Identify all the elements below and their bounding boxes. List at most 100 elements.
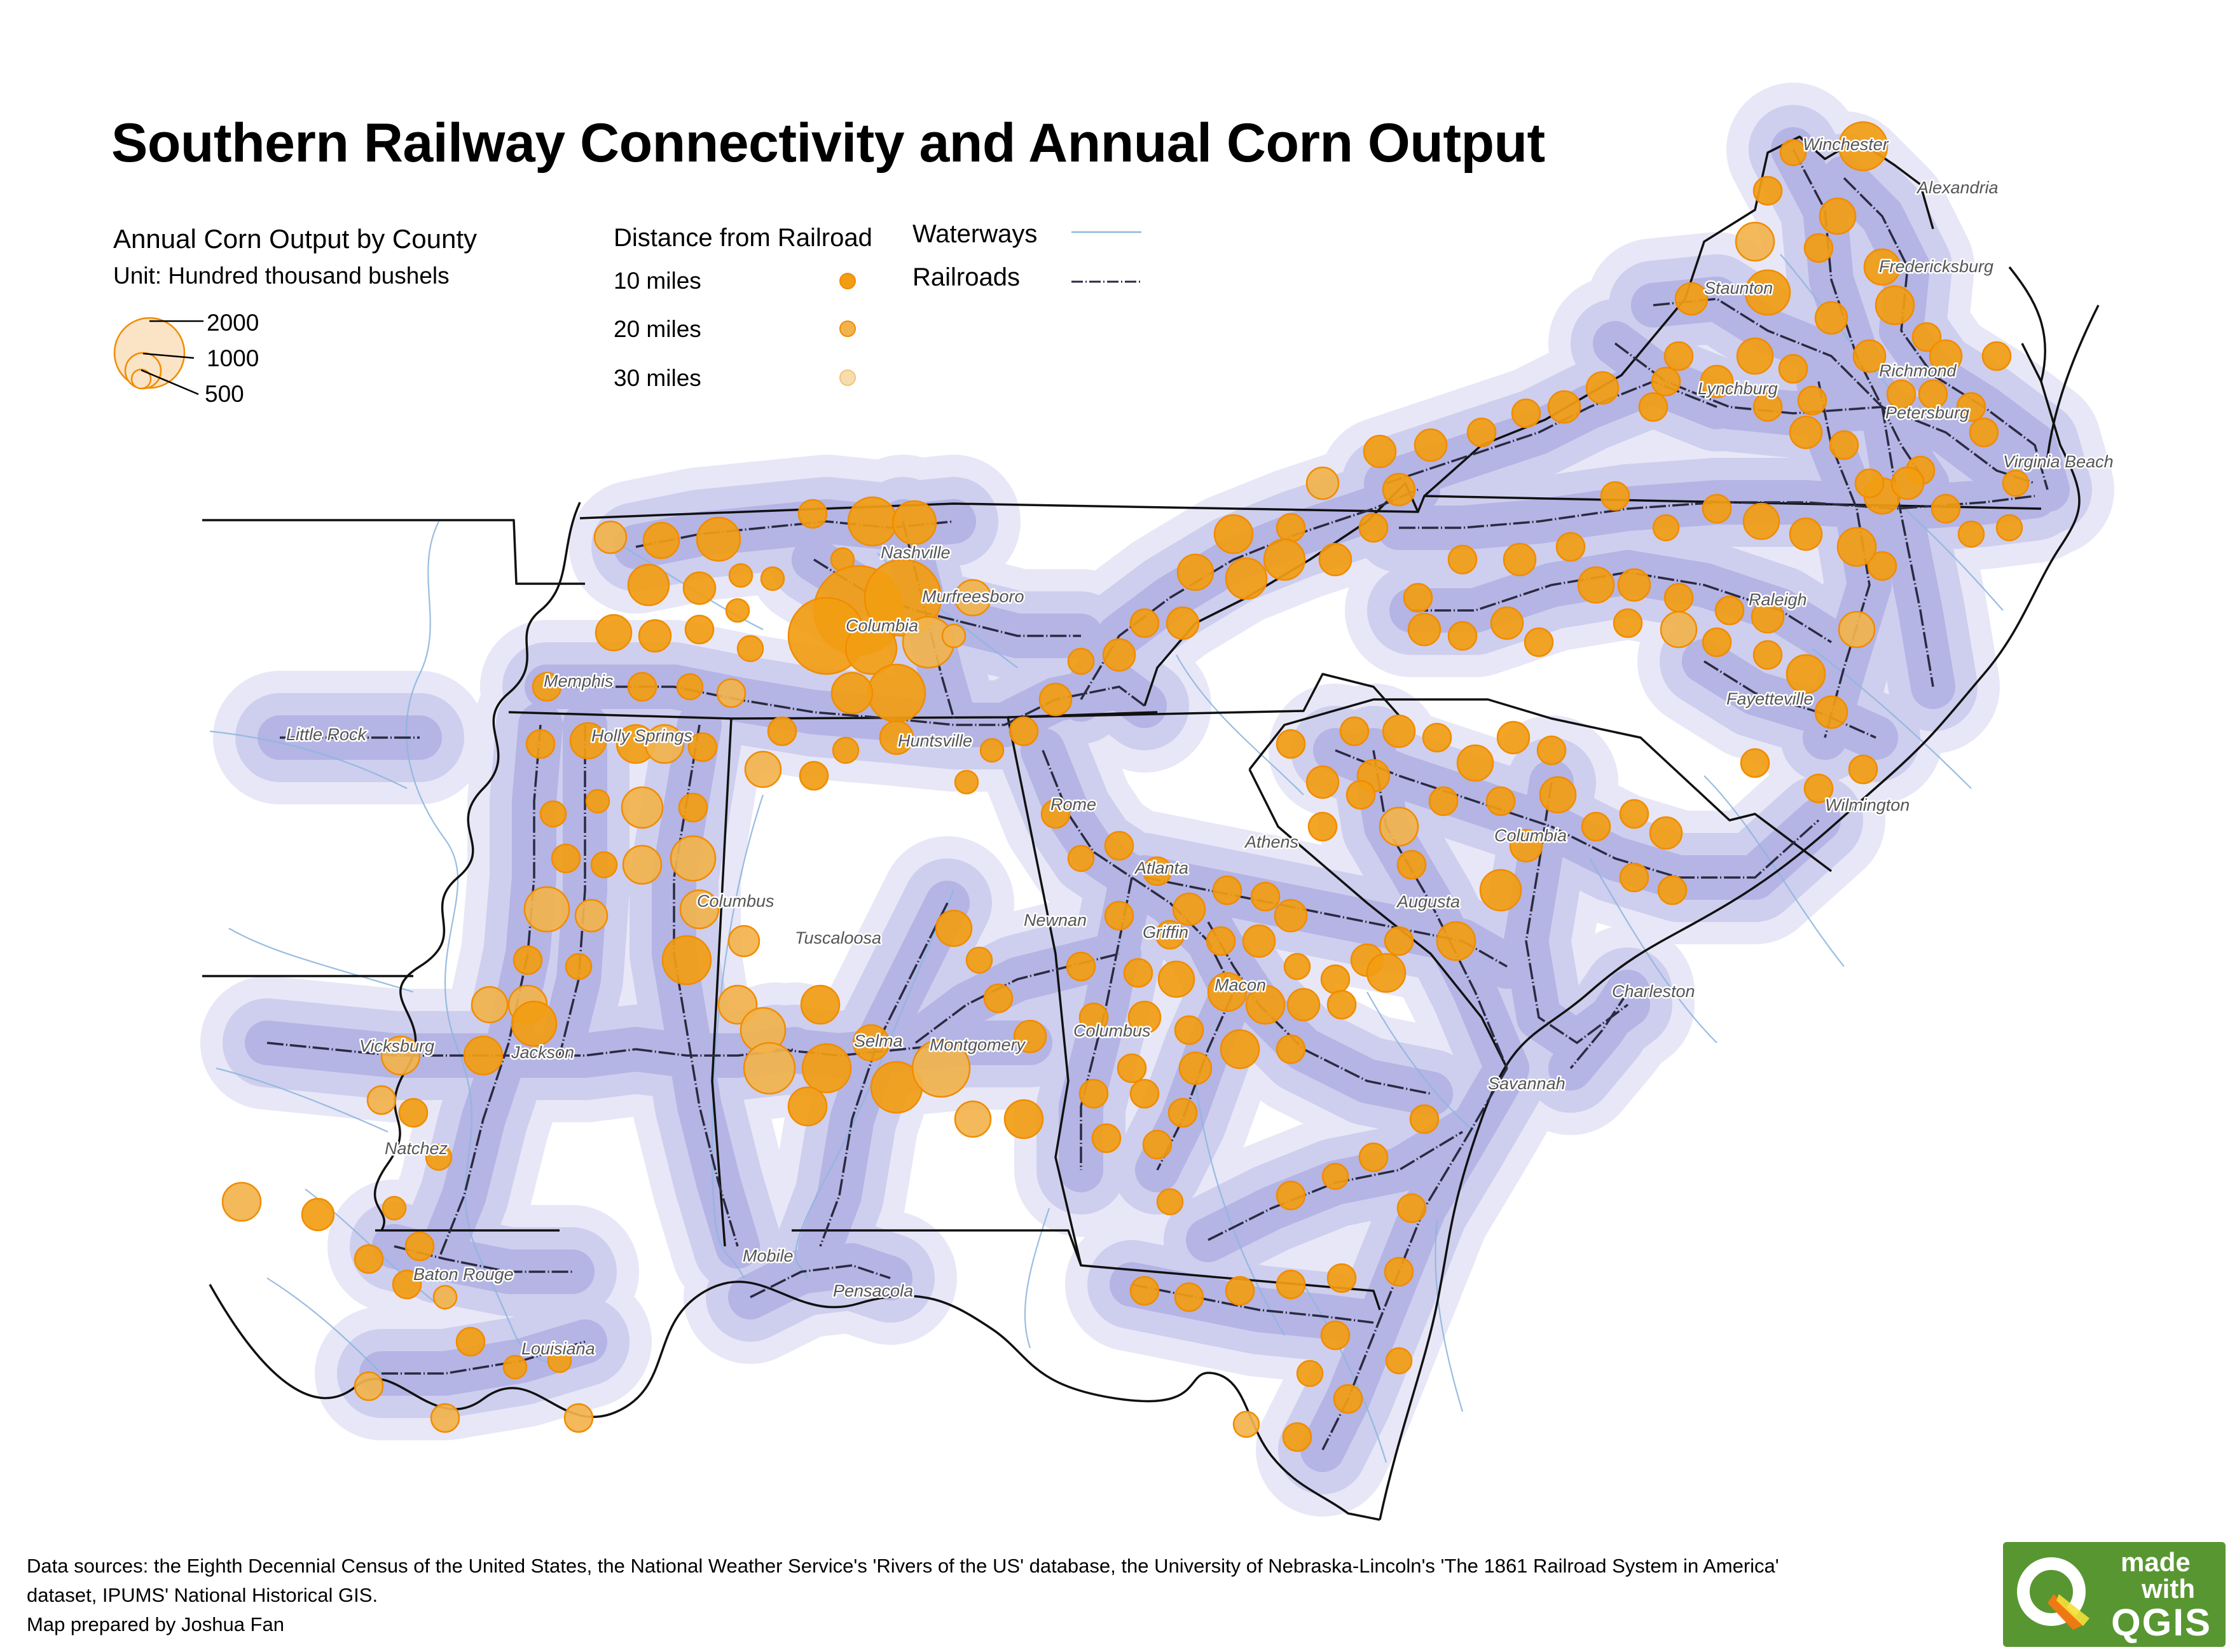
city-label: Richmond bbox=[1879, 361, 1957, 380]
legend-leader-500 bbox=[141, 369, 199, 396]
corn-output-circle bbox=[1067, 844, 1095, 872]
city-label: Montgomery bbox=[930, 1035, 1026, 1054]
city-label: Fayetteville bbox=[1726, 689, 1814, 708]
corn-output-circle bbox=[1503, 542, 1537, 577]
sources-line-1: Data sources: the Eighth Decennial Censu… bbox=[27, 1555, 1779, 1577]
corn-output-circle bbox=[1852, 339, 1887, 373]
corn-legend-unit: Unit: Hundred thousand bushels bbox=[113, 263, 450, 289]
corn-output-circle bbox=[1819, 197, 1857, 235]
corn-output-circle bbox=[1066, 951, 1096, 982]
corn-output-circle bbox=[1456, 744, 1494, 782]
corn-output-circle bbox=[1206, 926, 1236, 956]
corn-output-circle bbox=[1619, 799, 1649, 829]
corn-output-circle bbox=[676, 673, 704, 701]
city-label: Tuscaloosa bbox=[795, 928, 881, 947]
corn-output-circle bbox=[644, 724, 685, 764]
city-label: Staunton bbox=[1704, 279, 1773, 298]
distance-legend-heading: Distance from Railroad bbox=[614, 224, 872, 252]
corn-output-circle bbox=[1814, 695, 1848, 729]
corn-output-circle bbox=[1117, 1053, 1147, 1084]
corn-output-circle bbox=[1911, 322, 1942, 352]
city-label: Selma bbox=[854, 1031, 903, 1050]
corn-output-circle bbox=[569, 722, 607, 760]
corn-output-circle bbox=[1735, 221, 1775, 262]
corn-output-circle bbox=[1178, 1051, 1213, 1085]
corn-output-circle bbox=[830, 671, 874, 715]
city-label: Columbus bbox=[1073, 1021, 1151, 1040]
corn-output-circle bbox=[1104, 830, 1134, 861]
corn-output-circle bbox=[965, 946, 993, 974]
corn-output-circle bbox=[1167, 1098, 1198, 1128]
corn-output-circle bbox=[1276, 729, 1306, 759]
corn-output-circle bbox=[380, 1035, 421, 1076]
corn-output-circle bbox=[539, 800, 567, 828]
corn-output-circle bbox=[1104, 900, 1134, 931]
corn-output-circle bbox=[1078, 1078, 1109, 1109]
corn-output-circle bbox=[1040, 799, 1071, 829]
corn-output-circle bbox=[1702, 627, 1732, 657]
corn-output-circle bbox=[1918, 379, 1948, 410]
corn-output-circle bbox=[1863, 248, 1901, 286]
corn-output-circle bbox=[1220, 1029, 1260, 1070]
corn-output-circle bbox=[1838, 610, 1876, 649]
author-credit: Map prepared by Joshua Fan bbox=[27, 1613, 284, 1635]
city-label: Savannah bbox=[1488, 1074, 1566, 1093]
corn-output-circle bbox=[1617, 568, 1651, 602]
corn-output-circle bbox=[1714, 595, 1745, 626]
corn-output-circle bbox=[392, 1269, 422, 1300]
corn-output-circle bbox=[1157, 960, 1195, 998]
corn-output-circle bbox=[511, 1000, 558, 1047]
city-label: Jackson bbox=[511, 1043, 574, 1062]
city-label: Newnan bbox=[1024, 911, 1087, 930]
legend-size-symbols bbox=[113, 317, 203, 396]
city-label: Columbus bbox=[697, 891, 774, 911]
corn-output-circle bbox=[979, 738, 1005, 763]
corn-output-circle bbox=[801, 1043, 852, 1094]
corn-output-circle bbox=[1789, 415, 1823, 450]
corn-output-circle bbox=[1789, 517, 1823, 551]
city-label: Alexandria bbox=[1916, 178, 1999, 197]
corn-output-circle bbox=[563, 1403, 594, 1433]
corn-output-circle bbox=[1384, 926, 1414, 956]
corn-output-circle bbox=[585, 788, 610, 814]
badge-made: made bbox=[2121, 1547, 2191, 1577]
corn-output-circle bbox=[1123, 958, 1153, 988]
corn-output-circle bbox=[1407, 612, 1442, 647]
corn-output-circle bbox=[1307, 811, 1338, 842]
corn-output-circle bbox=[513, 945, 543, 975]
corn-output-circle bbox=[1245, 984, 1286, 1025]
city-label: Virginia Beach bbox=[2003, 452, 2114, 471]
corn-output-circle bbox=[1142, 1129, 1173, 1160]
corn-output-circle bbox=[800, 984, 841, 1025]
corn-output-circle bbox=[1867, 551, 1897, 581]
distance-label-20: 20 miles bbox=[614, 316, 701, 342]
corn-output-circle bbox=[1212, 875, 1242, 905]
city-label: Fredericksburg bbox=[1879, 257, 1993, 276]
corn-output-circle bbox=[1225, 557, 1268, 600]
corn-output-circle bbox=[547, 1348, 572, 1373]
corn-output-circle bbox=[1649, 816, 1683, 850]
corn-output-circle bbox=[1539, 776, 1577, 814]
corn-output-circle bbox=[1778, 354, 1808, 384]
corn-output-circle bbox=[1929, 339, 1963, 373]
corn-output-circle bbox=[728, 563, 754, 588]
city-label: Macon bbox=[1215, 975, 1266, 995]
city-label: Augusta bbox=[1396, 892, 1460, 911]
badge-qgis: QGIS bbox=[2111, 1601, 2212, 1644]
city-label: Athens bbox=[1244, 832, 1298, 851]
corn-output-circle bbox=[1385, 1347, 1413, 1375]
corn-output-circle bbox=[1751, 600, 1785, 634]
corn-output-circle bbox=[760, 566, 785, 591]
corn-output-circle bbox=[1447, 621, 1478, 651]
corn-output-circle bbox=[1740, 748, 1770, 778]
legend-size-label-2000: 2000 bbox=[207, 310, 259, 336]
corn-output-circle bbox=[1581, 811, 1611, 842]
corn-output-circle bbox=[1742, 502, 1780, 540]
corn-output-circle bbox=[1890, 466, 1925, 500]
corn-output-circle bbox=[682, 571, 717, 605]
corn-output-circle bbox=[1326, 989, 1357, 1020]
corn-output-circle bbox=[879, 720, 914, 755]
corn-output-circle bbox=[1779, 139, 1807, 167]
corn-output-circle bbox=[1129, 1078, 1160, 1109]
